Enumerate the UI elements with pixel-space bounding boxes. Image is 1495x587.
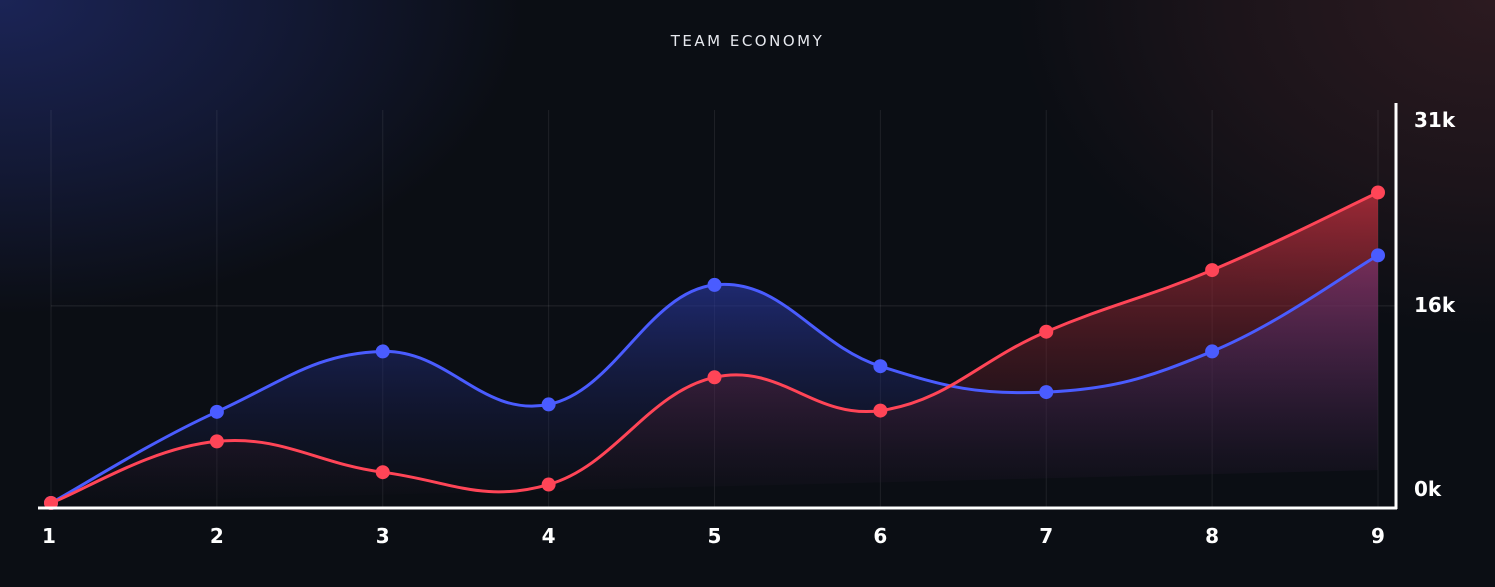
- x-tick-label: 6: [873, 524, 887, 548]
- x-tick-label: 1: [42, 524, 56, 548]
- team-red-area: [51, 192, 1378, 504]
- team-red-point: [1039, 324, 1054, 339]
- team-blue-point: [1039, 385, 1054, 400]
- team-red-point: [1205, 263, 1220, 278]
- y-tick-label: 0k: [1414, 477, 1442, 501]
- x-tick-label: 2: [210, 524, 224, 548]
- team-blue-point: [1205, 344, 1220, 359]
- x-tick-label: 9: [1371, 524, 1385, 548]
- team-blue-point: [541, 397, 556, 412]
- y-tick-label: 31k: [1414, 108, 1456, 132]
- team-red-point: [707, 370, 722, 385]
- team-blue-point: [1371, 248, 1385, 263]
- chart-title: TEAM ECONOMY: [670, 32, 825, 50]
- team-blue-point: [707, 277, 722, 292]
- team-blue-point: [873, 359, 888, 374]
- x-tick-label: 4: [542, 524, 556, 548]
- team-blue-point: [375, 344, 390, 359]
- x-tick-label: 3: [376, 524, 390, 548]
- x-tick-label: 7: [1039, 524, 1053, 548]
- team-red-point: [541, 477, 556, 492]
- team-blue-point: [209, 404, 224, 419]
- x-tick-label: 8: [1205, 524, 1219, 548]
- y-tick-label: 16k: [1414, 293, 1456, 317]
- team-red-point: [1371, 185, 1385, 200]
- team-red-point: [375, 465, 390, 480]
- team-red-point: [873, 403, 888, 418]
- team-red-point: [209, 434, 224, 449]
- x-tick-label: 5: [708, 524, 722, 548]
